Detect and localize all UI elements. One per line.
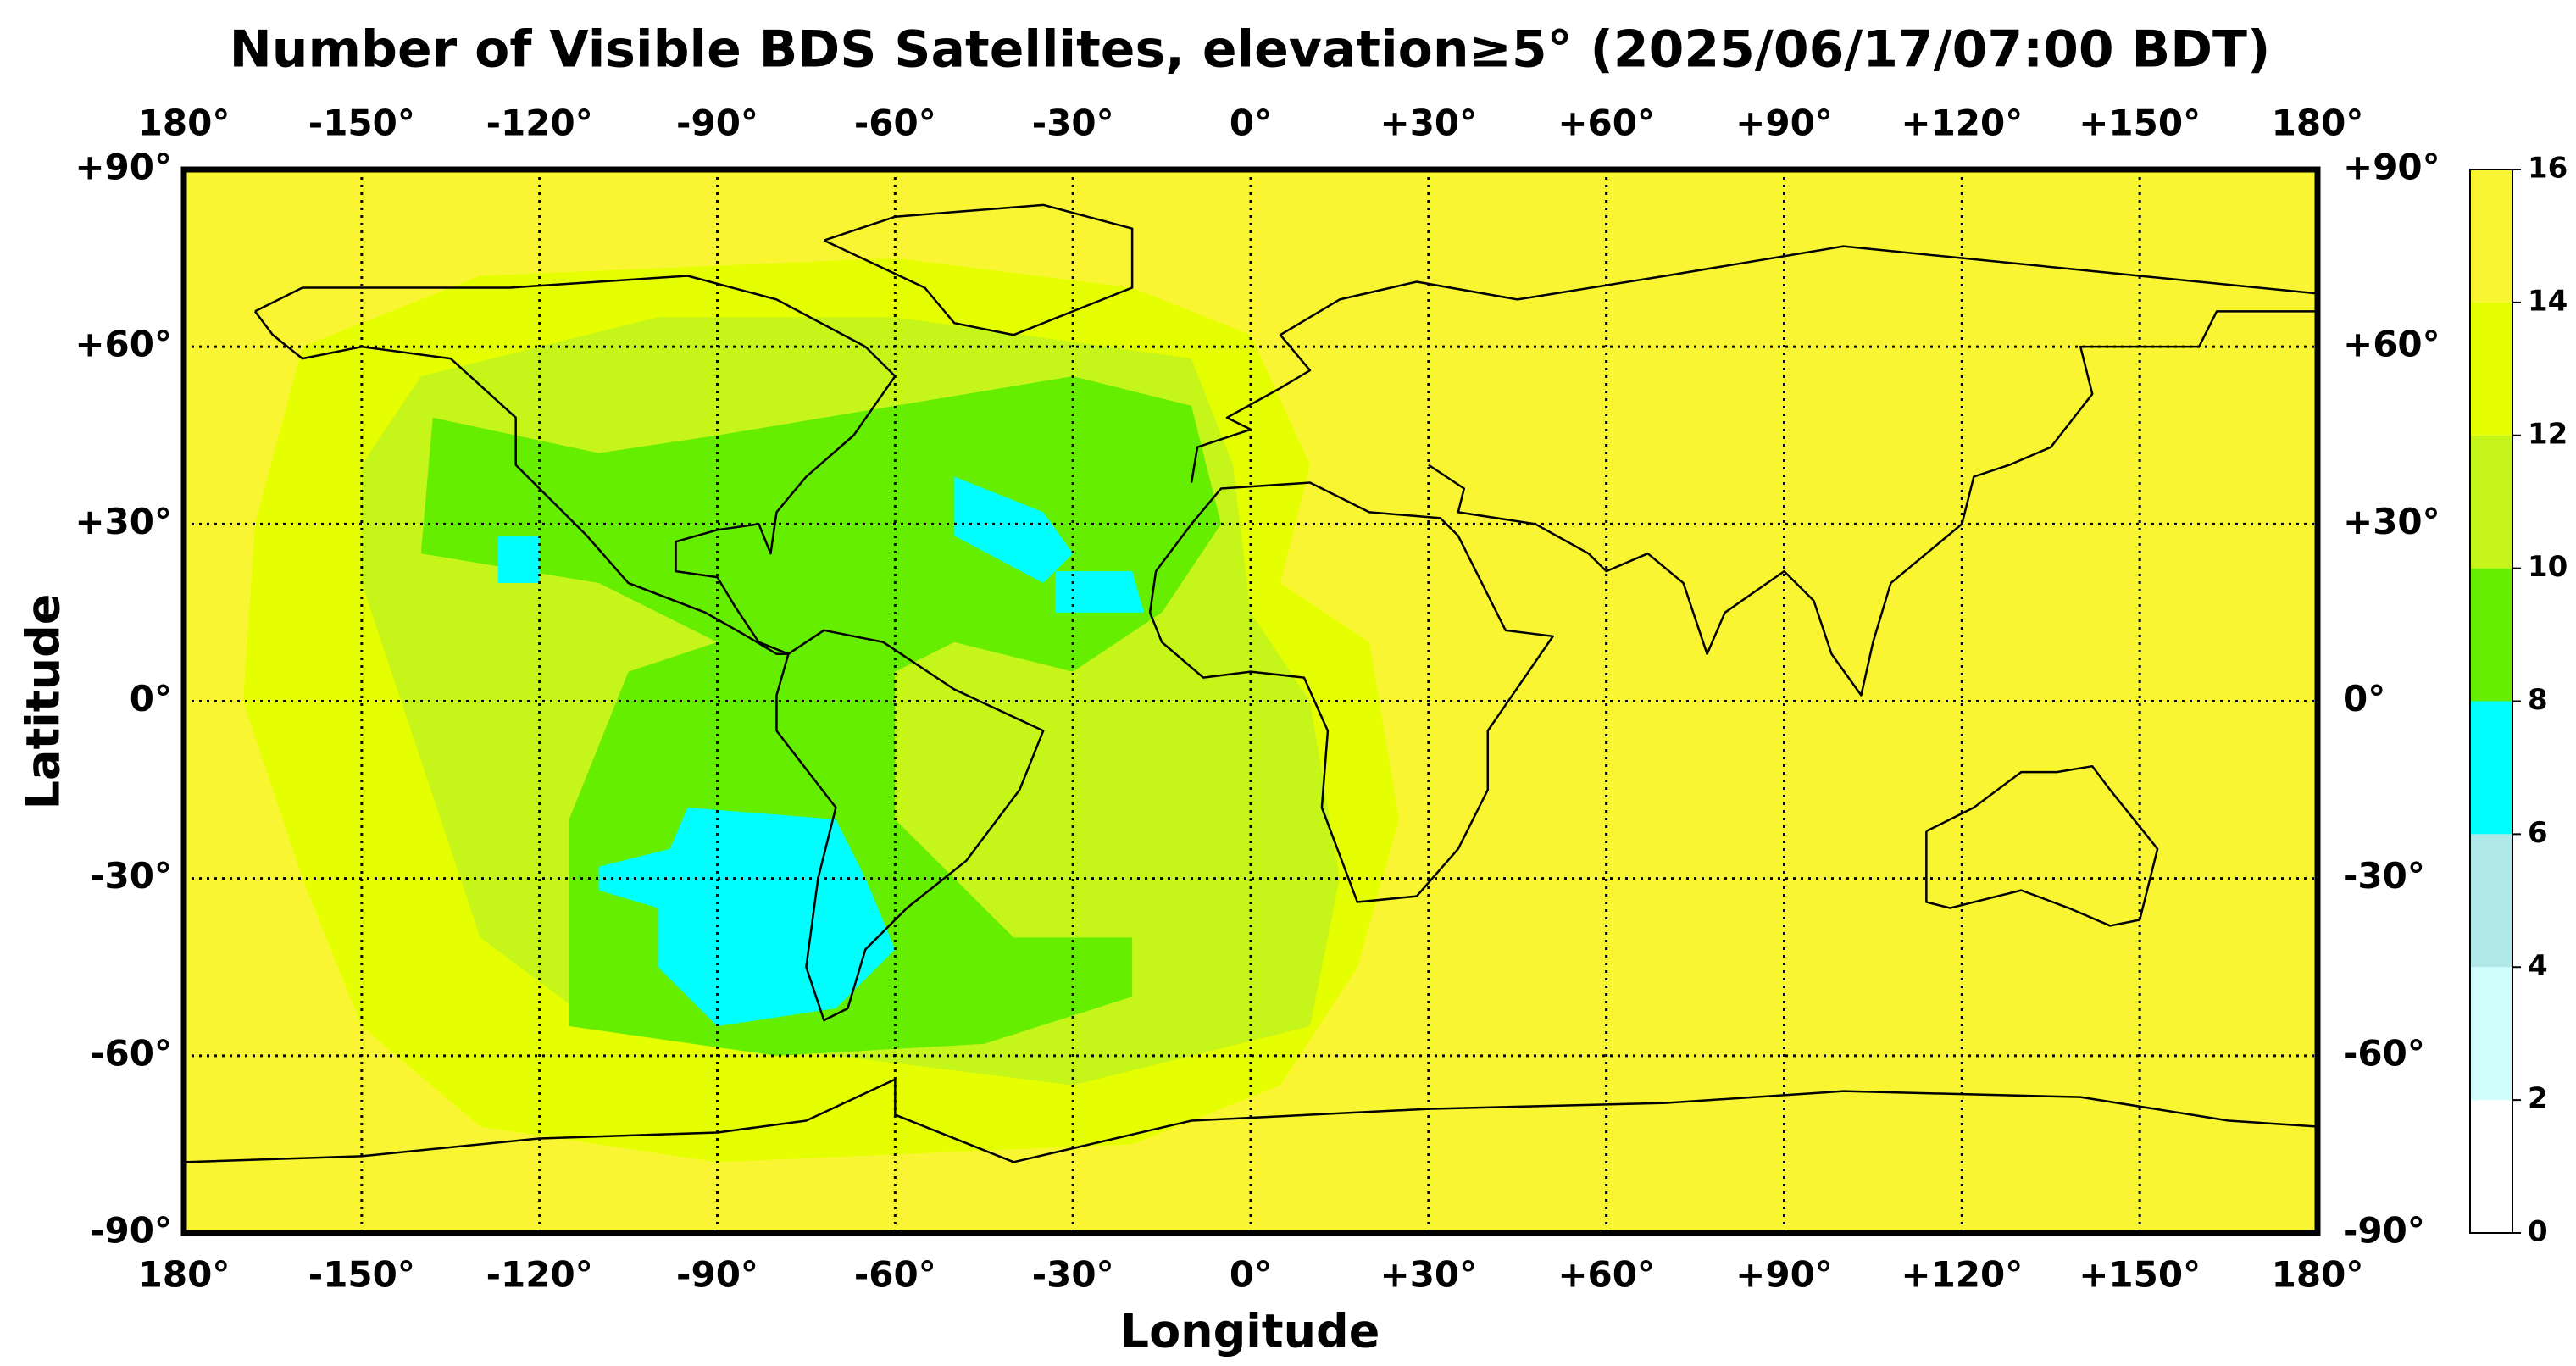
y-tick-label-right: +90° [2343, 147, 2440, 188]
x-tick-label-top: -120° [486, 103, 593, 144]
chart-title: Number of Visible BDS Satellites, elevat… [230, 20, 2271, 80]
x-tick-label: 180° [138, 1254, 230, 1296]
coastline [1190, 245, 2318, 483]
x-tick-label-top: 180° [138, 103, 230, 144]
region [954, 476, 1074, 584]
x-tick-label-top: 0° [1230, 103, 1272, 144]
colorbar-tick-label: 12 [2528, 417, 2568, 451]
x-tick-label: +90° [1735, 1254, 1833, 1296]
y-tick-label-right: +30° [2343, 501, 2440, 542]
x-tick-label-top: 180° [2272, 103, 2364, 144]
x-tick-label-top: +150° [2079, 103, 2201, 144]
x-tick-label-top: +90° [1735, 103, 1833, 144]
y-tick-label-right: +60° [2343, 324, 2440, 365]
y-tick-label: 0° [130, 678, 172, 719]
x-tick-label: -30° [1032, 1254, 1114, 1296]
y-tick-label: +90° [75, 147, 172, 188]
coastline [775, 629, 1045, 1022]
x-tick-label-top: -30° [1032, 103, 1114, 144]
colorbar-tick-label: 14 [2528, 284, 2568, 318]
y-tick-label: -30° [90, 855, 172, 897]
x-tick-label: -120° [486, 1254, 593, 1296]
colorbar-segment [2470, 568, 2512, 702]
colorbar-segment [2470, 302, 2512, 436]
region [497, 536, 540, 584]
coastline [1925, 764, 2159, 927]
colorbar-segment [2470, 967, 2512, 1101]
map-area [184, 169, 2318, 1233]
map: 180° 180° -150° -150° -120° -120° -90° -90° -60°… [75, 103, 2568, 1296]
colorbar-segment [2470, 834, 2512, 968]
coastline [184, 1078, 2318, 1163]
region [1055, 571, 1145, 613]
colorbar-tick-label: 2 [2528, 1082, 2548, 1116]
map-frame [180, 166, 2321, 1236]
region [598, 808, 896, 1026]
x-tick-label-top: +120° [1901, 103, 2023, 144]
colorbar-tick-label: 4 [2528, 949, 2548, 983]
y-tick-label: -90° [90, 1210, 172, 1252]
y-axis-label: Latitude [17, 594, 70, 810]
x-axis-label: Longitude [1120, 1305, 1380, 1358]
coastline [1428, 310, 2318, 697]
x-tick-label-top: -150° [308, 103, 415, 144]
coastline [823, 203, 1134, 336]
colorbar-segment [2470, 435, 2512, 569]
y-tick-label-right: 0° [2343, 678, 2385, 719]
colorbar-tick-label: 6 [2528, 816, 2548, 850]
colorbar-tick-label: 16 [2528, 152, 2568, 186]
x-tick-label-top: +30° [1380, 103, 1478, 144]
y-tick-label-right: -90° [2343, 1210, 2425, 1252]
x-tick-label-top: -90° [676, 103, 758, 144]
y-tick-label-right: -60° [2343, 1032, 2425, 1074]
colorbar-segment [2470, 169, 2512, 303]
coastline [1148, 481, 1554, 903]
coastline [253, 275, 897, 655]
colorbar-tick-label: 0 [2528, 1215, 2548, 1249]
colorbar-tick-label: 8 [2528, 683, 2548, 717]
x-tick-label-top: +60° [1557, 103, 1655, 144]
y-tick-label: -60° [90, 1032, 172, 1074]
x-tick-label: +60° [1557, 1254, 1655, 1296]
x-tick-label: 0° [1230, 1254, 1272, 1296]
x-tick-label: +120° [1901, 1254, 2023, 1296]
x-tick-label: -90° [676, 1254, 758, 1296]
colorbar-segment [2470, 701, 2512, 835]
y-tick-label: +30° [75, 501, 172, 542]
x-tick-label: +150° [2079, 1254, 2201, 1296]
x-tick-label: 180° [2272, 1254, 2364, 1296]
x-tick-label: -60° [854, 1254, 936, 1296]
colorbar-segment [2470, 1100, 2512, 1233]
colorbar-tick-label: 10 [2528, 550, 2568, 584]
x-tick-label: -150° [308, 1254, 415, 1296]
y-tick-label-right: -30° [2343, 855, 2425, 897]
y-tick-label: +60° [75, 324, 172, 365]
x-tick-label: +30° [1380, 1254, 1478, 1296]
x-tick-label-top: -60° [854, 103, 936, 144]
